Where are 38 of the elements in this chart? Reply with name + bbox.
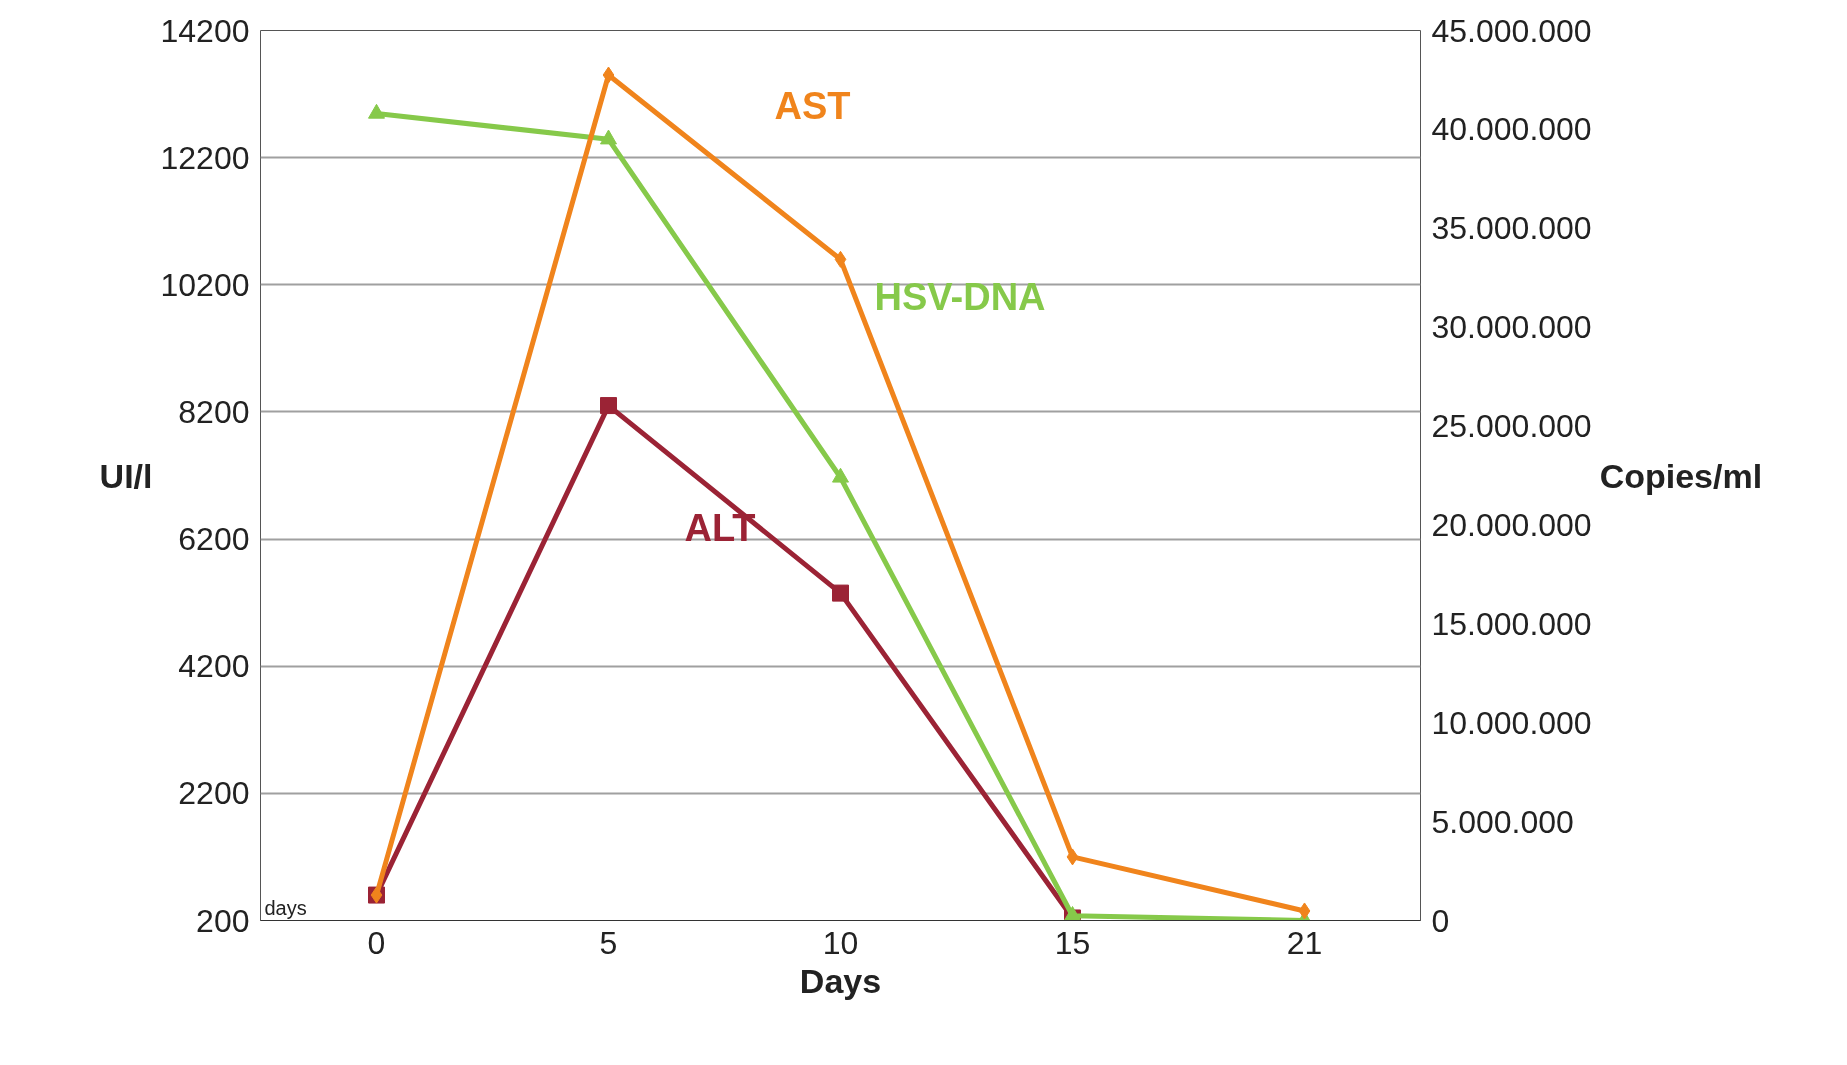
series-label: ALT (684, 507, 756, 550)
y-tick-label: 8200 (178, 393, 250, 430)
point (600, 129, 617, 145)
point (834, 250, 847, 268)
y2-tick-label: 5.000.000 (1431, 803, 1574, 840)
point (368, 103, 385, 119)
point (1298, 902, 1311, 920)
y2-tick-label: 15.000.000 (1431, 605, 1592, 642)
y-tick-label: 6200 (178, 521, 250, 558)
x-tick-label: 0 (367, 924, 386, 961)
x-tick-label: 15 (1054, 924, 1091, 961)
point (602, 66, 615, 84)
x-tick-label: 21 (1286, 924, 1323, 961)
y2-tick-label: 25.000.000 (1431, 408, 1592, 445)
y2-tick-label: 45.000.000 (1431, 12, 1592, 49)
y2-tick-label: 40.000.000 (1431, 111, 1592, 148)
annotation: days (264, 896, 307, 919)
x-axis-title: Days (799, 961, 882, 1000)
text: HSV-DNA (874, 276, 1046, 319)
y-axis-title: UI/l (99, 456, 153, 495)
y-tick-label: 12200 (160, 139, 250, 176)
x-tick-label: 5 (599, 924, 618, 961)
y-tick-label: 200 (196, 902, 250, 939)
x-tick-label: 10 (822, 924, 859, 961)
y2-axis-title: Copies/ml (1599, 456, 1763, 495)
y2-tick-label: 35.000.000 (1431, 210, 1592, 247)
y-tick-label: 10200 (160, 266, 250, 303)
series-label: AST (774, 85, 851, 128)
point (832, 584, 849, 602)
y2-tick-label: 30.000.000 (1431, 309, 1592, 346)
y-tick-label: 4200 (178, 648, 250, 685)
point (832, 467, 849, 483)
y2-tick-label: 10.000.000 (1431, 704, 1592, 741)
point (1066, 848, 1079, 866)
point (600, 397, 617, 415)
y2-tick-label: 20.000.000 (1431, 506, 1592, 543)
y-tick-label: 2200 (178, 775, 250, 812)
y-tick-label: 14200 (160, 12, 250, 49)
